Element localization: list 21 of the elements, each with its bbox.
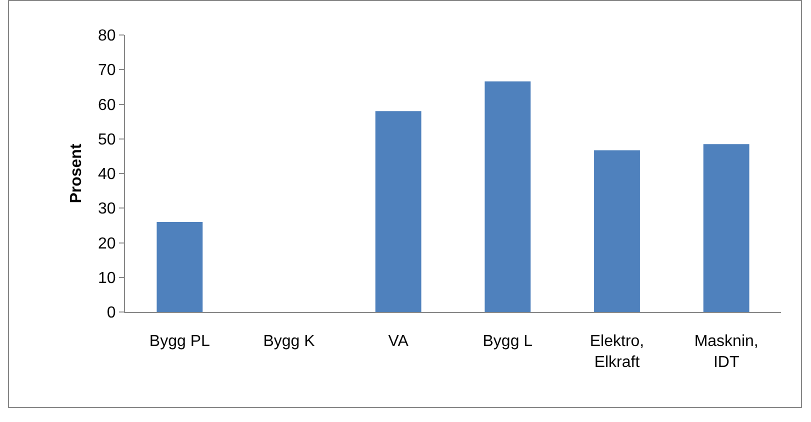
y-tick-label: 20 xyxy=(98,235,116,252)
y-tick-label: 0 xyxy=(106,304,116,322)
x-tick-label: Masknin, IDT xyxy=(694,333,758,371)
bar xyxy=(703,144,750,312)
y-tick-label: 70 xyxy=(98,62,116,80)
bar xyxy=(156,222,203,312)
x-tick-label: VA xyxy=(388,333,409,350)
bar xyxy=(484,81,531,312)
y-tick-label: 60 xyxy=(98,96,116,114)
x-tick-label: Elektro, Elkraft xyxy=(590,333,644,371)
x-tick-label: Bygg K xyxy=(263,333,316,350)
y-tick-label: 30 xyxy=(98,200,116,218)
x-tick-label: Bygg L xyxy=(482,333,533,350)
y-axis-title: Prosent xyxy=(68,143,85,204)
y-tick-label: 80 xyxy=(98,28,116,45)
x-tick-label: Bygg PL xyxy=(149,333,210,350)
y-tick-label: 10 xyxy=(98,270,116,287)
bar xyxy=(375,111,422,312)
y-tick-label: 40 xyxy=(98,166,116,184)
y-tick-label: 50 xyxy=(98,131,116,148)
bar xyxy=(594,150,640,312)
